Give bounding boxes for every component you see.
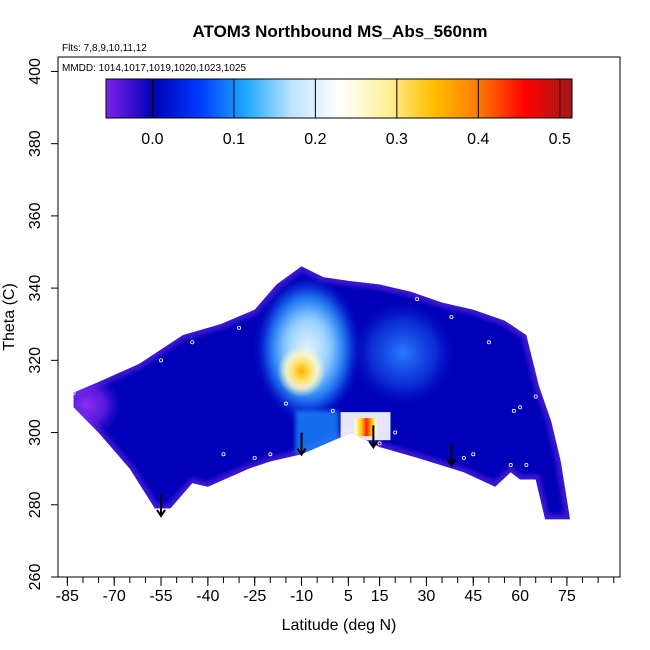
sample-point <box>159 358 164 363</box>
arrow-head <box>296 448 307 457</box>
y-axis: 260 280 300 320 340 360 380 400 <box>27 58 58 590</box>
colorbar-tick-label: 0.4 <box>467 131 489 148</box>
plot-area <box>71 266 570 520</box>
sample-point <box>377 441 382 446</box>
sample-point <box>237 325 242 330</box>
x-tick-label: -55 <box>149 588 172 605</box>
y-tick-label: 340 <box>27 275 44 302</box>
chart-title: ATOM3 Northbound MS_Abs_560nm <box>192 22 487 41</box>
x-axis-label: Latitude (deg N) <box>282 617 397 634</box>
colorbar-tick-label: 0.0 <box>141 131 163 148</box>
arrow-head <box>368 440 379 450</box>
feature-aerosol-core <box>277 345 326 398</box>
x-tick-label: 5 <box>344 588 353 605</box>
x-tick-label: 15 <box>371 588 389 605</box>
sample-point <box>71 390 76 395</box>
colorbar-tick-label: 0.2 <box>304 131 326 148</box>
x-tick-label: -70 <box>103 588 126 605</box>
arrow <box>446 443 457 468</box>
sample-point <box>524 463 529 468</box>
sample-point <box>511 408 516 413</box>
y-tick-label: 360 <box>27 202 44 229</box>
x-tick-label: 45 <box>464 588 482 605</box>
y-tick-label: 300 <box>27 419 44 446</box>
arrow <box>156 493 166 518</box>
sample-point <box>252 455 257 460</box>
colorbar-tick-label: 0.1 <box>223 131 245 148</box>
sample-point <box>518 405 523 410</box>
sample-point <box>268 452 273 457</box>
y-tick-label: 260 <box>27 564 44 591</box>
y-axis-label: Theta (C) <box>1 283 18 351</box>
colorbar-tick-label: 0.5 <box>549 131 571 148</box>
sample-point <box>221 452 226 457</box>
arrows <box>156 425 457 518</box>
y-tick-label: 320 <box>27 347 44 374</box>
x-tick-label: 75 <box>558 588 576 605</box>
sample-point <box>471 452 476 457</box>
colorbar-gradient <box>105 78 573 119</box>
feature-southern-edge-enhancement <box>73 372 122 438</box>
sample-point <box>508 463 513 468</box>
flights-caption: Flts: 7,8,9,10,11,12 <box>62 43 147 54</box>
mmdd-caption: MMDD: 1014,1017,1019,1020,1023,1025 <box>62 63 246 74</box>
domain-edge-fringe <box>73 266 570 520</box>
sample-point <box>190 340 195 345</box>
x-tick-label: -40 <box>196 588 219 605</box>
y-tick-label: 380 <box>27 130 44 157</box>
sample-point <box>283 401 288 406</box>
colorbar: 0.0 0.1 0.2 0.3 0.4 0.5 <box>105 78 573 148</box>
y-tick-label: 280 <box>27 491 44 518</box>
sample-point <box>343 437 348 442</box>
x-tick-label: -85 <box>56 588 79 605</box>
sample-points <box>71 296 538 468</box>
x-axis: -85 -70 -55 -40 -25 -10 5 15 30 45 60 75 <box>56 577 615 605</box>
x-tick-label: 30 <box>418 588 436 605</box>
x-tick-label: -25 <box>243 588 266 605</box>
sample-point <box>461 455 466 460</box>
arrow <box>368 425 379 450</box>
y-tick-label: 400 <box>27 58 44 85</box>
x-tick-label: 60 <box>511 588 529 605</box>
sample-point <box>330 408 335 413</box>
feature-enhanced-northern-column <box>348 297 458 409</box>
arrow-head <box>446 458 457 468</box>
feature-tropopause-hotspot <box>354 418 377 437</box>
colorbar-tick-label: 0.3 <box>386 131 408 148</box>
arrow-head <box>156 509 166 518</box>
plot-frame <box>57 56 621 578</box>
sample-point <box>486 340 491 345</box>
sample-point <box>415 296 420 301</box>
sample-point <box>449 314 454 319</box>
x-tick-label: -10 <box>290 588 313 605</box>
field-shading <box>73 266 570 520</box>
sample-point <box>393 430 398 435</box>
arrow <box>296 432 307 457</box>
sample-point <box>533 394 538 399</box>
